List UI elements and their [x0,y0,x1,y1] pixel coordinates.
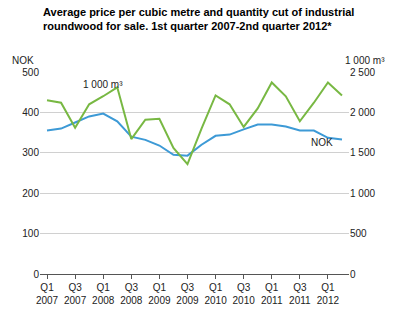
svg-text:0: 0 [33,269,39,280]
svg-text:Q12012: Q12012 [317,282,340,306]
svg-text:Q12007: Q12007 [36,282,59,306]
svg-text:Q32009: Q32009 [176,282,199,306]
svg-text:Q32011: Q32011 [289,282,311,306]
svg-text:400: 400 [22,107,39,118]
svg-text:NOK: NOK [12,55,34,66]
svg-text:2 500: 2 500 [350,67,375,78]
svg-text:Q32008: Q32008 [120,282,143,306]
svg-text:NOK: NOK [311,137,333,148]
svg-text:Q12011: Q12011 [261,282,283,306]
svg-text:200: 200 [22,188,39,199]
svg-text:100: 100 [22,228,39,239]
svg-text:Average price per cubic metre: Average price per cubic metre and quanti… [43,6,354,32]
svg-text:1 000 m³: 1 000 m³ [345,55,385,66]
svg-text:1 000: 1 000 [350,188,375,199]
svg-text:Q12009: Q12009 [148,282,171,306]
svg-text:Q32007: Q32007 [64,282,87,306]
svg-text:2 000: 2 000 [350,107,375,118]
svg-text:0: 0 [350,269,356,280]
svg-text:500: 500 [350,228,367,239]
svg-text:1 500: 1 500 [350,147,375,158]
svg-text:300: 300 [22,147,39,158]
svg-text:500: 500 [22,67,39,78]
svg-text:Q12010: Q12010 [204,282,227,306]
svg-text:Q32010: Q32010 [233,282,256,306]
svg-text:1 000 m³: 1 000 m³ [83,79,123,90]
svg-text:Q12008: Q12008 [92,282,115,306]
